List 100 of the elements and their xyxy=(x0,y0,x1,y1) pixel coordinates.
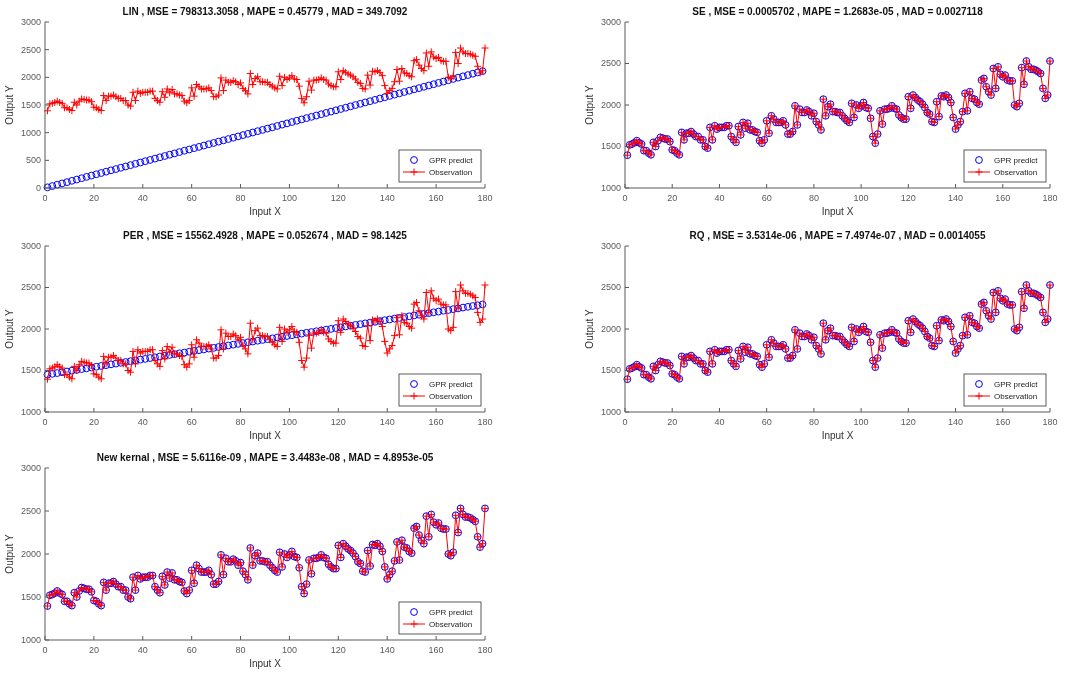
chart-title: PER , MSE = 15562.4928 , MAPE = 0.052674 , MAD = 98.1425 xyxy=(123,230,408,241)
y-tick-label: 1500 xyxy=(20,99,41,110)
x-tick-label: 40 xyxy=(714,417,725,427)
legend-label: GPR predict xyxy=(994,155,1039,165)
y-tick-label: 3000 xyxy=(20,16,41,27)
x-tick-label: 40 xyxy=(137,193,148,203)
x-tick-label: 20 xyxy=(667,417,678,427)
y-tick-label: 2000 xyxy=(600,323,621,334)
y-axis-title: Output Y xyxy=(584,309,595,349)
x-tick-label: 80 xyxy=(808,193,819,203)
y-axis-title: Output Y xyxy=(4,309,15,349)
x-tick-label: 60 xyxy=(761,417,772,427)
x-tick-label: 120 xyxy=(330,645,346,655)
y-tick-label: 1000 xyxy=(600,406,621,417)
y-tick-label: 3000 xyxy=(600,240,621,251)
x-tick-label: 0 xyxy=(42,417,48,427)
x-tick-label: 140 xyxy=(379,193,395,203)
x-axis-title: Input X xyxy=(821,206,854,217)
legend-label: GPR predict xyxy=(994,379,1039,389)
x-axis-title: Input X xyxy=(821,430,854,441)
y-tick-label: 2000 xyxy=(600,99,621,110)
y-tick-label: 1500 xyxy=(20,591,41,602)
x-tick-label: 60 xyxy=(186,417,197,427)
x-tick-label: 80 xyxy=(235,645,246,655)
y-tick-label: 1000 xyxy=(20,127,41,138)
y-tick-label: 1000 xyxy=(20,634,41,645)
x-axis-title: Input X xyxy=(249,430,282,441)
x-tick-label: 0 xyxy=(622,193,628,203)
x-tick-label: 140 xyxy=(948,417,964,427)
legend-label: Observation xyxy=(994,391,1038,401)
x-tick-label: 160 xyxy=(428,645,444,655)
y-tick-label: 1000 xyxy=(600,182,621,193)
x-tick-label: 180 xyxy=(477,193,493,203)
y-tick-label: 2500 xyxy=(20,505,41,516)
chart-title: RQ , MSE = 3.5314e-06 , MAPE = 7.4974e-07 , MAD = 0.0014055 xyxy=(689,230,986,241)
y-tick-label: 500 xyxy=(25,155,41,166)
x-tick-label: 120 xyxy=(900,417,916,427)
x-tick-label: 180 xyxy=(477,417,493,427)
x-tick-label: 80 xyxy=(808,417,819,427)
y-tick-label: 1500 xyxy=(600,365,621,376)
x-tick-label: 40 xyxy=(714,193,725,203)
x-tick-label: 80 xyxy=(235,417,246,427)
x-axis-title: Input X xyxy=(249,658,282,669)
x-tick-label: 160 xyxy=(995,193,1011,203)
x-tick-label: 100 xyxy=(281,193,297,203)
x-tick-label: 40 xyxy=(137,417,148,427)
y-tick-label: 1000 xyxy=(20,406,41,417)
y-tick-label: 2500 xyxy=(20,44,41,55)
x-tick-label: 20 xyxy=(88,417,99,427)
y-tick-label: 1500 xyxy=(20,365,41,376)
y-tick-label: 2000 xyxy=(20,323,41,334)
x-tick-label: 0 xyxy=(42,193,48,203)
x-tick-label: 100 xyxy=(281,417,297,427)
legend-label: GPR predict xyxy=(429,155,474,165)
x-tick-label: 180 xyxy=(477,645,493,655)
x-tick-label: 100 xyxy=(281,645,297,655)
x-tick-label: 20 xyxy=(88,193,99,203)
y-tick-label: 1500 xyxy=(600,141,621,152)
x-tick-label: 0 xyxy=(622,417,628,427)
y-tick-label: 3000 xyxy=(600,16,621,27)
y-tick-label: 2500 xyxy=(600,282,621,293)
x-tick-label: 160 xyxy=(428,193,444,203)
x-tick-label: 100 xyxy=(853,193,869,203)
x-tick-label: 20 xyxy=(667,193,678,203)
x-axis-title: Input X xyxy=(249,206,282,217)
x-tick-label: 60 xyxy=(186,645,197,655)
x-tick-label: 40 xyxy=(137,645,148,655)
x-tick-label: 120 xyxy=(330,417,346,427)
x-tick-label: 20 xyxy=(88,645,99,655)
legend-label: Observation xyxy=(994,167,1038,177)
x-tick-label: 160 xyxy=(995,417,1011,427)
legend-label: GPR predict xyxy=(429,379,474,389)
x-tick-label: 60 xyxy=(761,193,772,203)
x-tick-label: 0 xyxy=(42,645,48,655)
x-tick-label: 60 xyxy=(186,193,197,203)
x-tick-label: 120 xyxy=(330,193,346,203)
x-tick-label: 140 xyxy=(379,417,395,427)
chart-title: New kernal , MSE = 5.6116e-09 , MAPE = 3.4483e-08 , MAD = 4.8953e-05 xyxy=(96,452,434,463)
x-tick-label: 100 xyxy=(853,417,869,427)
y-tick-label: 2000 xyxy=(20,548,41,559)
y-tick-label: 2500 xyxy=(600,58,621,69)
x-tick-label: 120 xyxy=(900,193,916,203)
x-tick-label: 180 xyxy=(1042,417,1058,427)
chart-title: SE , MSE = 0.0005702 , MAPE = 1.2683e-05 , MAD = 0.0027118 xyxy=(692,6,984,17)
y-axis-title: Output Y xyxy=(584,85,595,125)
x-tick-label: 140 xyxy=(379,645,395,655)
y-axis-title: Output Y xyxy=(4,534,15,574)
x-tick-label: 160 xyxy=(428,417,444,427)
y-tick-label: 3000 xyxy=(20,462,41,473)
x-tick-label: 80 xyxy=(235,193,246,203)
y-tick-label: 2500 xyxy=(20,282,41,293)
legend-label: Observation xyxy=(429,391,473,401)
legend-label: Observation xyxy=(429,167,473,177)
chart-title: LIN , MSE = 798313.3058 , MAPE = 0.45779 , MAD = 349.7092 xyxy=(122,6,408,17)
x-tick-label: 180 xyxy=(1042,193,1058,203)
y-tick-label: 0 xyxy=(35,182,41,193)
y-axis-title: Output Y xyxy=(4,85,15,125)
y-tick-label: 2000 xyxy=(20,72,41,83)
legend-label: GPR predict xyxy=(429,607,474,617)
legend-label: Observation xyxy=(429,619,473,629)
